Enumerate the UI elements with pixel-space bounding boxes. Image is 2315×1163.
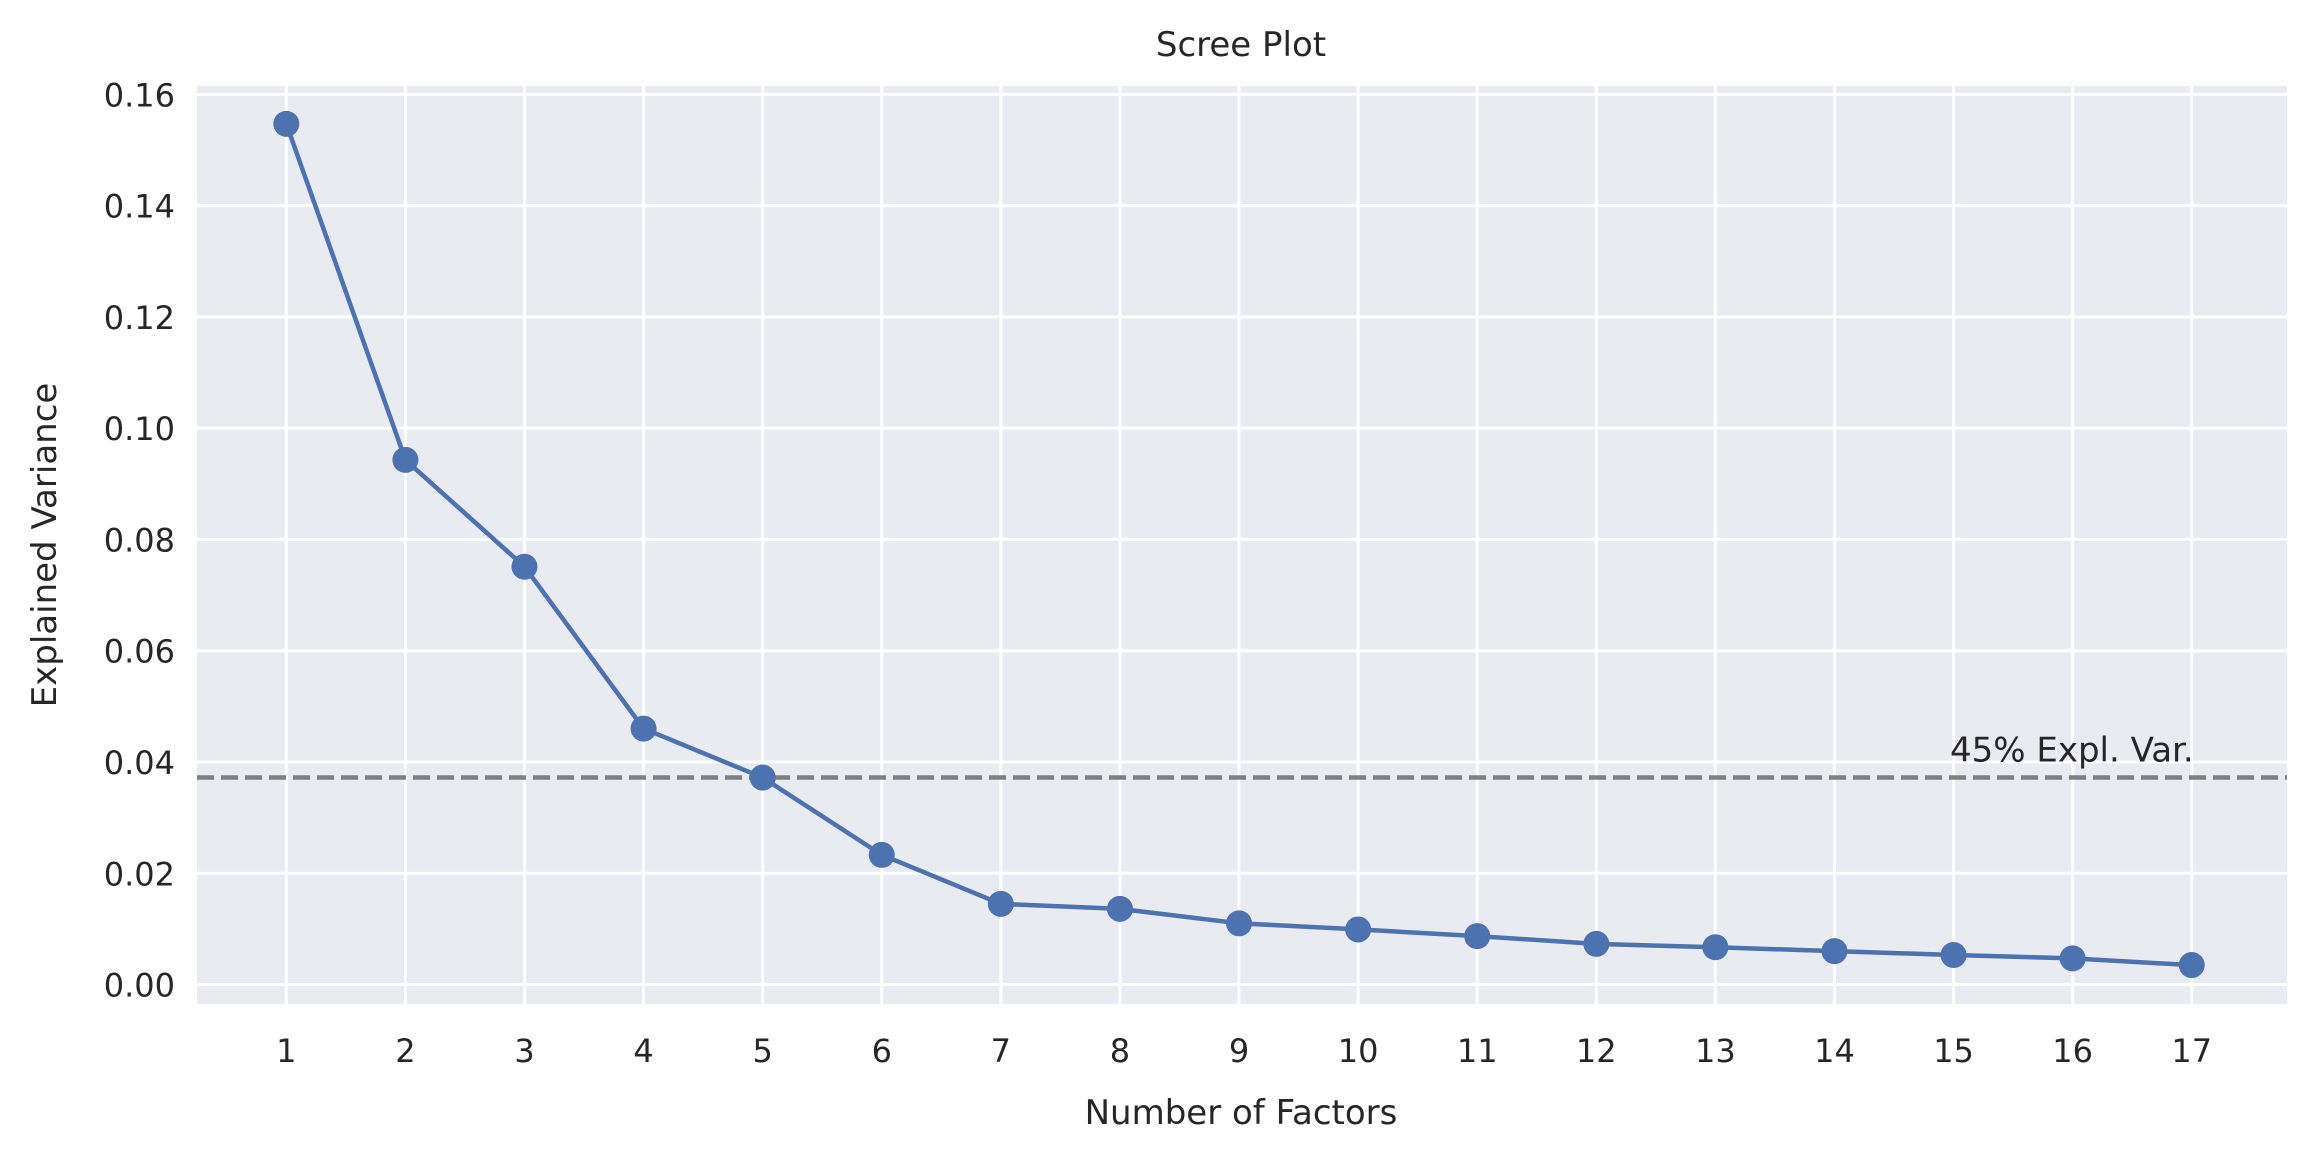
plot-area [197, 86, 2287, 1004]
x-tick-label: 9 [1229, 1032, 1249, 1070]
y-tick-label: 0.02 [104, 855, 175, 893]
data-point [511, 553, 538, 580]
x-tick-label: 2 [395, 1032, 415, 1070]
x-tick-label: 14 [1814, 1032, 1855, 1070]
data-point [987, 890, 1014, 917]
x-tick-label: 1 [276, 1032, 296, 1070]
x-tick-label: 6 [872, 1032, 892, 1070]
y-tick-label: 0.04 [104, 744, 175, 782]
data-point [1464, 923, 1491, 950]
y-tick-label: 0.08 [104, 521, 175, 559]
data-point [1940, 942, 1967, 969]
data-point [2059, 945, 2086, 972]
chart-title: Scree Plot [1156, 25, 1326, 65]
y-tick-label: 0.10 [104, 410, 175, 448]
x-tick-label: 11 [1457, 1032, 1498, 1070]
x-tick-label: 17 [2171, 1032, 2212, 1070]
reference-line-label: 45% Expl. Var. [1950, 731, 2194, 771]
x-tick-label: 15 [1933, 1032, 1974, 1070]
data-point [1345, 916, 1372, 943]
data-point [1702, 934, 1729, 961]
x-tick-label: 7 [991, 1032, 1011, 1070]
y-axis-label: Explained Variance [25, 383, 65, 708]
data-point [1106, 895, 1133, 922]
grid-lines [197, 86, 2287, 1004]
data-point [2178, 952, 2205, 979]
data-point [1226, 910, 1253, 937]
data-point [749, 764, 776, 791]
x-tick-labels: 1 2 3 4 5 6 7 8 9 10 11 12 13 14 15 16 17 [276, 1032, 2212, 1070]
series-points [273, 110, 2205, 979]
x-tick-label: 4 [633, 1032, 653, 1070]
data-point [1583, 930, 1610, 957]
x-tick-label: 13 [1695, 1032, 1736, 1070]
x-tick-label: 10 [1338, 1032, 1379, 1070]
data-point [1821, 938, 1848, 965]
y-tick-label: 0.06 [104, 633, 175, 671]
data-point [630, 715, 657, 742]
y-tick-label: 0.16 [104, 76, 175, 114]
data-point [273, 110, 300, 137]
x-tick-label: 12 [1576, 1032, 1617, 1070]
y-tick-label: 0.00 [104, 967, 175, 1005]
data-point [392, 446, 419, 473]
x-tick-label: 16 [2052, 1032, 2093, 1070]
y-tick-label: 0.14 [104, 188, 175, 226]
y-tick-labels: 0.00 0.02 0.04 0.06 0.08 0.10 0.12 0.14 0.16 [104, 76, 175, 1004]
x-tick-label: 8 [1110, 1032, 1130, 1070]
x-tick-label: 5 [752, 1032, 772, 1070]
data-point [868, 841, 895, 868]
x-tick-label: 3 [514, 1032, 534, 1070]
y-tick-label: 0.12 [104, 299, 175, 337]
x-axis-label: Number of Factors [1085, 1093, 1398, 1133]
